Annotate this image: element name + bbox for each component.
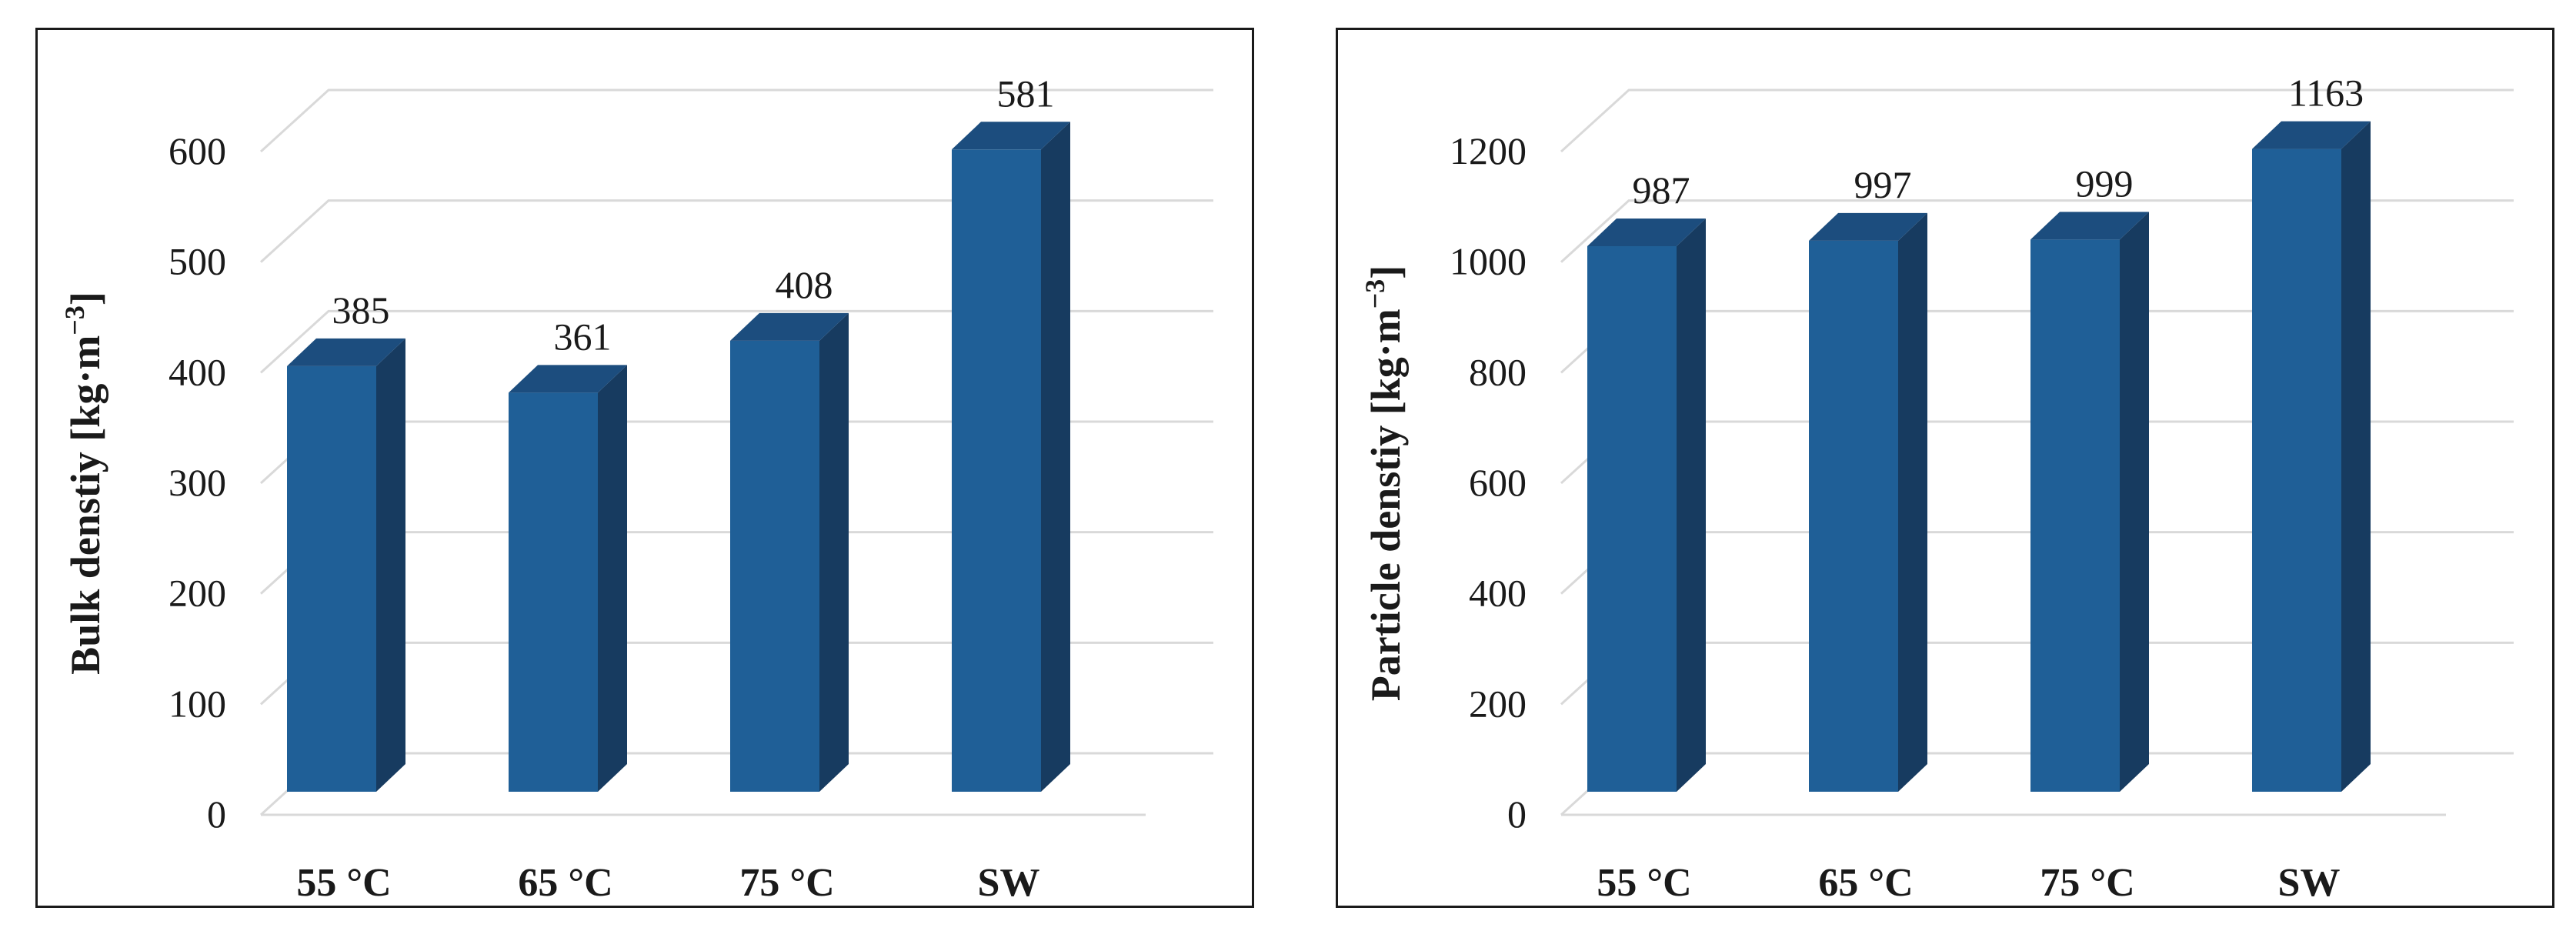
particle-bar-front xyxy=(1809,240,1898,792)
particle-bar-top xyxy=(2030,212,2149,240)
particle-y-tick-label: 0 xyxy=(1507,792,1527,836)
particle-bar-front xyxy=(2252,148,2341,792)
bulk-gridline xyxy=(259,309,1213,374)
particle-bar-front xyxy=(2030,239,2120,792)
particle-bar-side xyxy=(1898,212,1927,792)
particle-bar-top xyxy=(2252,121,2371,149)
particle-bar-side xyxy=(1677,219,1706,792)
bulk-bar-side xyxy=(1041,122,1070,792)
bulk-bar-front xyxy=(509,392,598,792)
bulk-y-tick-label: 600 xyxy=(169,129,226,172)
bulk-bar-top xyxy=(730,312,849,341)
bulk-y-tick-label: 100 xyxy=(169,682,226,725)
bulk-bar xyxy=(287,338,405,792)
bulk-density-chart: 0 100 200 300 400 500 600 385 55 °C 361 65 °C 408 75… xyxy=(59,72,1213,905)
bulk-data-label: 408 xyxy=(776,263,833,306)
particle-data-label: 1163 xyxy=(2288,72,2364,115)
bulk-bar-front xyxy=(952,149,1041,792)
particle-bar-side xyxy=(2120,212,2149,792)
bulk-bar-front xyxy=(287,365,376,792)
bulk-bar-front xyxy=(730,340,819,792)
particle-y-tick-label: 1000 xyxy=(1450,240,1527,283)
bulk-bar xyxy=(509,365,627,792)
particle-category-label: 75 °C xyxy=(2040,861,2134,905)
particle-category-label: SW xyxy=(2278,861,2341,905)
particle-data-label: 999 xyxy=(2076,162,2134,205)
bulk-category-label: 55 °C xyxy=(296,861,391,905)
bulk-category-label: 75 °C xyxy=(739,861,834,905)
bulk-density-chart-panel: 0 100 200 300 400 500 600 385 55 °C 361 65 °C 408 75… xyxy=(35,28,1254,908)
bulk-bar-side xyxy=(376,338,405,792)
particle-bar xyxy=(1587,219,1706,792)
bulk-bar xyxy=(730,312,849,792)
bulk-bar-side xyxy=(819,312,849,792)
bulk-y-tick-label: 400 xyxy=(169,350,226,393)
bulk-data-label: 385 xyxy=(332,289,390,332)
particle-y-tick-label: 800 xyxy=(1469,350,1527,393)
particle-y-tick-label: 400 xyxy=(1469,572,1527,615)
particle-bar-top xyxy=(1587,219,1706,247)
particle-bar xyxy=(2252,121,2371,792)
bulk-bar-top xyxy=(287,338,405,366)
particle-bar-top xyxy=(1809,212,1927,241)
bulk-gridline xyxy=(259,88,1213,153)
particle-gridline xyxy=(1560,88,2514,153)
bulk-y-tick-label: 200 xyxy=(169,572,226,615)
bulk-data-label: 361 xyxy=(554,315,612,358)
bulk-bar-side xyxy=(598,365,627,792)
bulk-bar-top xyxy=(952,122,1070,150)
bulk-data-label: 581 xyxy=(997,72,1055,115)
particle-category-label: 65 °C xyxy=(1818,861,1913,905)
particle-data-label: 987 xyxy=(1633,169,1690,212)
bulk-y-tick-label: 0 xyxy=(207,792,226,836)
particle-bar xyxy=(2030,212,2149,792)
particle-bar-side xyxy=(2341,121,2371,792)
bulk-category-label: 65 °C xyxy=(518,861,612,905)
bulk-y-tick-label: 300 xyxy=(169,461,226,504)
particle-density-chart-panel: 0 200 400 600 800 1000 1200 987 55 °C 997 65 °C 999… xyxy=(1336,28,2554,908)
particle-y-tick-label: 1200 xyxy=(1450,129,1527,172)
bulk-category-label: SW xyxy=(978,861,1040,905)
bulk-bar xyxy=(952,122,1070,792)
bulk-y-tick-label: 500 xyxy=(169,240,226,283)
particle-bar xyxy=(1809,212,1927,792)
particle-bar-front xyxy=(1587,246,1677,792)
particle-density-chart: 0 200 400 600 800 1000 1200 987 55 °C 997 65 °C 999… xyxy=(1360,72,2514,905)
bulk-gridline xyxy=(259,199,1213,263)
particle-y-axis-title: Particle denstiy [kg·m−3] xyxy=(1360,265,1409,701)
particle-category-label: 55 °C xyxy=(1597,861,1691,905)
bulk-bar-top xyxy=(509,365,627,393)
particle-data-label: 997 xyxy=(1854,163,1912,206)
particle-y-tick-label: 600 xyxy=(1469,461,1527,504)
particle-gridline xyxy=(1560,199,2514,263)
bulk-y-axis-title: Bulk denstiy [kg·m−3] xyxy=(59,292,108,675)
particle-y-tick-label: 200 xyxy=(1469,682,1527,725)
